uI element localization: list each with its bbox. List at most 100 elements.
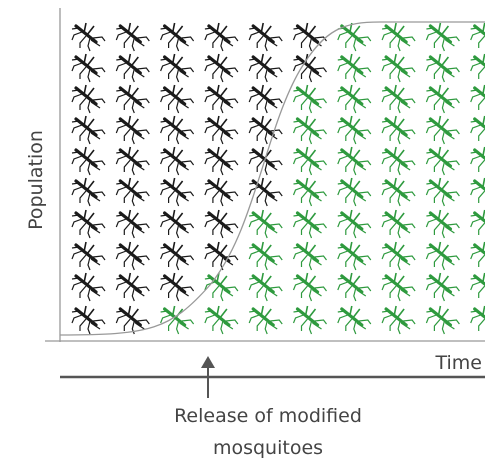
- mosquito-icon: [159, 176, 196, 208]
- population-curve: [59, 21, 485, 336]
- mosquito-icon: [247, 21, 284, 53]
- mosquito-icon: [291, 240, 329, 272]
- mosquito-icon: [70, 83, 107, 115]
- mosquito-icon: [203, 208, 240, 240]
- mosquito-icon: [247, 208, 284, 240]
- mosquito-icon: [247, 145, 284, 177]
- mosquito-icon: [424, 304, 461, 336]
- mosquito-icon: [159, 240, 196, 272]
- mosquito-icon: [291, 304, 329, 336]
- mosquito-icon: [380, 83, 417, 115]
- mosquito-icon: [424, 52, 461, 84]
- mosquito-icon: [203, 21, 240, 53]
- mosquito-icon: [424, 208, 461, 240]
- mosquito-icon: [380, 114, 417, 146]
- mosquito-icon: [70, 176, 107, 208]
- mosquito-icon: [247, 83, 284, 115]
- mosquito-icon: [114, 114, 151, 146]
- mosquito-icon: [336, 271, 373, 303]
- mosquito-icon: [114, 271, 151, 303]
- mosquito-icon: [114, 176, 151, 208]
- mosquito-icon: [469, 83, 485, 115]
- mosquito-icon: [114, 208, 151, 240]
- mosquito-icon: [70, 304, 107, 336]
- mosquito-icon: [469, 304, 485, 336]
- mosquito-icon: [203, 145, 240, 177]
- mosquito-icon: [70, 271, 107, 303]
- annotation-line: Release of modified: [174, 405, 362, 427]
- mosquito-icon: [380, 271, 417, 303]
- mosquito-icon: [424, 21, 461, 53]
- mosquito-icon: [336, 304, 373, 336]
- mosquito-icon: [291, 208, 329, 240]
- mosquito-icon: [203, 114, 240, 146]
- mosquito-icon: [469, 240, 485, 272]
- annotation-line: mosquitoes: [213, 437, 323, 459]
- mosquito-icon: [469, 271, 485, 303]
- mosquito-icon: [336, 83, 373, 115]
- mosquito-icon: [159, 83, 196, 115]
- mosquito-icon: [247, 52, 284, 84]
- mosquito-icon: [424, 176, 461, 208]
- mosquito-icon: [469, 114, 485, 146]
- mosquito-icon: [159, 52, 196, 84]
- mosquito-icon: [203, 271, 240, 303]
- mosquito-icon: [469, 21, 485, 53]
- mosquito-icon: [291, 21, 329, 53]
- mosquito-icon: [380, 21, 417, 53]
- mosquito-icon: [70, 52, 107, 84]
- mosquito-icon: [159, 304, 196, 336]
- mosquito-icon: [336, 52, 373, 84]
- mosquito-icon: [159, 21, 196, 53]
- mosquito-icon: [203, 304, 240, 336]
- mosquito-icon: [469, 208, 485, 240]
- mosquito-icon: [336, 208, 373, 240]
- mosquito-icon: [469, 176, 485, 208]
- release-arrow-head: [201, 356, 215, 368]
- mosquito-icon: [424, 114, 461, 146]
- mosquito-icon: [247, 304, 284, 336]
- mosquito-icon: [70, 240, 107, 272]
- mosquito-icon: [70, 208, 107, 240]
- y-axis-label: Population: [25, 130, 47, 230]
- mosquito-icon: [70, 21, 107, 53]
- mosquito-icon: [203, 83, 240, 115]
- mosquito-icon: [247, 271, 284, 303]
- mosquito-icon: [114, 83, 151, 115]
- mosquito-icon: [291, 52, 329, 84]
- mosquito-icon: [424, 83, 461, 115]
- mosquito-icon: [380, 52, 417, 84]
- mosquito-icon: [114, 52, 151, 84]
- mosquito-icon: [380, 304, 417, 336]
- mosquito-icon: [159, 271, 196, 303]
- mosquito-icon: [159, 145, 196, 177]
- mosquito-icon: [380, 240, 417, 272]
- mosquito-icon: [291, 271, 329, 303]
- mosquito-icon: [380, 145, 417, 177]
- mosquito-icon: [291, 114, 329, 146]
- mosquito-grid: [70, 21, 485, 336]
- mosquito-icon: [291, 83, 329, 115]
- mosquito-icon: [380, 208, 417, 240]
- mosquito-icon: [291, 176, 329, 208]
- mosquito-icon: [70, 114, 107, 146]
- mosquito-icon: [424, 145, 461, 177]
- mosquito-icon: [203, 176, 240, 208]
- mosquito-icon: [114, 145, 151, 177]
- mosquito-icon: [336, 145, 373, 177]
- mosquito-icon: [336, 240, 373, 272]
- mosquito-icon: [469, 52, 485, 84]
- mosquito-icon: [159, 208, 196, 240]
- x-axis-label: Time: [435, 352, 483, 374]
- mosquito-icon: [203, 240, 240, 272]
- mosquito-icon: [203, 52, 240, 84]
- mosquito-icon: [247, 240, 284, 272]
- mosquito-icon: [424, 271, 461, 303]
- mosquito-icon: [114, 240, 151, 272]
- mosquito-icon: [70, 145, 107, 177]
- mosquito-icon: [336, 176, 373, 208]
- mosquito-icon: [380, 176, 417, 208]
- mosquito-icon: [424, 240, 461, 272]
- mosquito-icon: [159, 114, 196, 146]
